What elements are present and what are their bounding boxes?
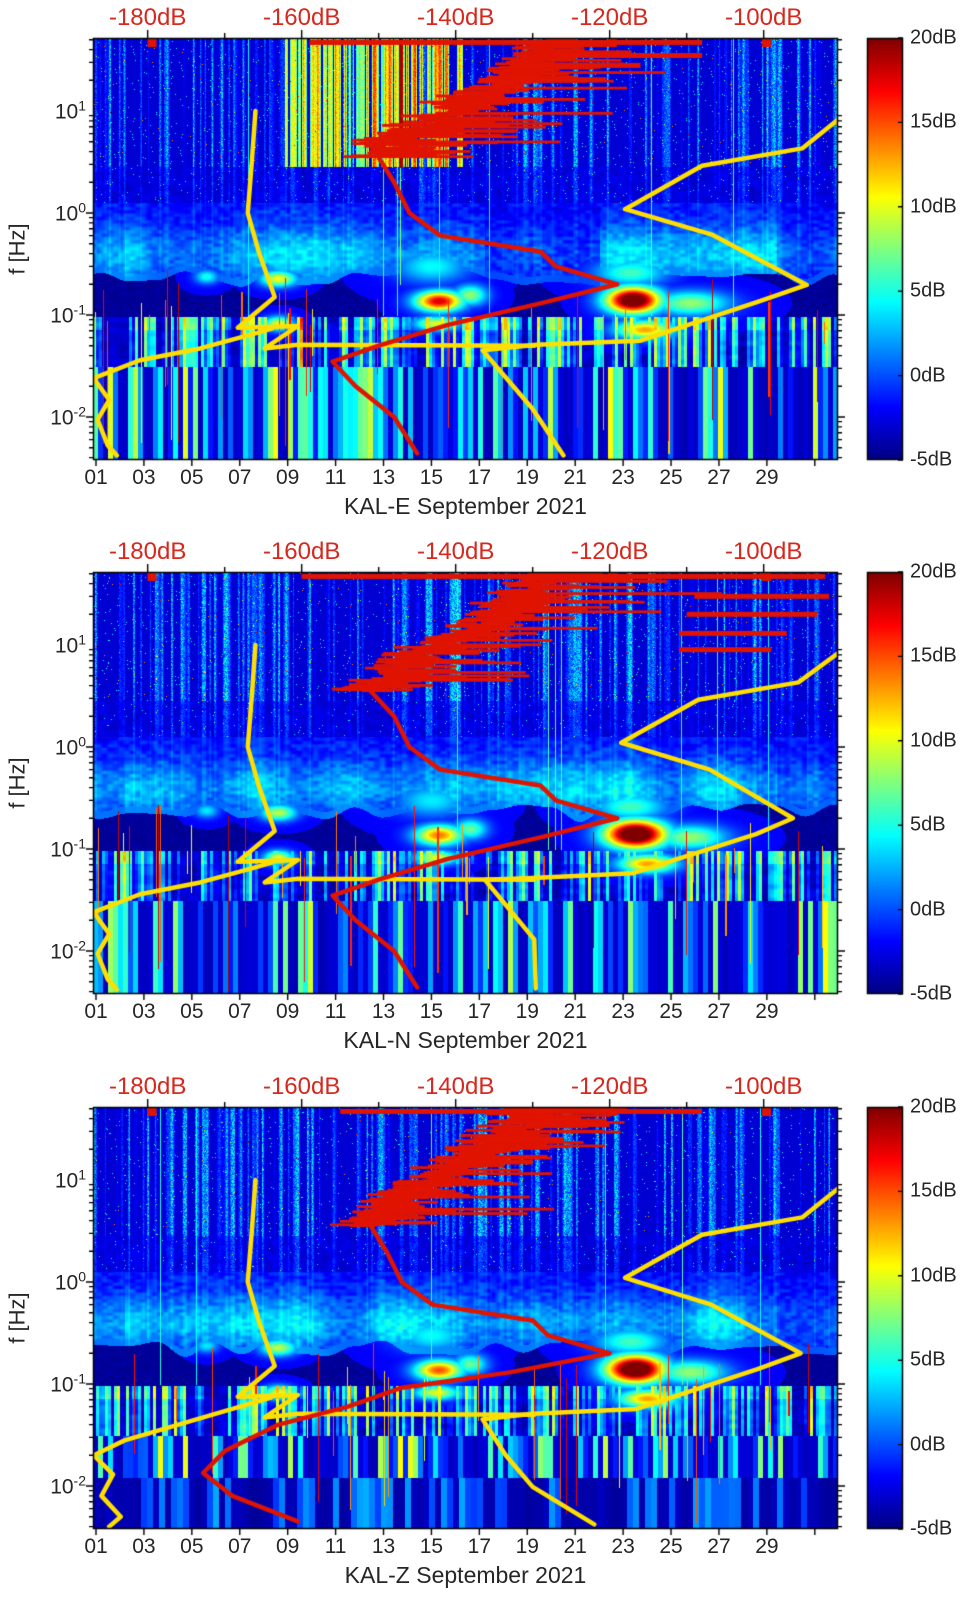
y-axis-label: f [Hz] [4, 757, 30, 809]
x-tick-label: 03 [132, 1535, 156, 1558]
x-tick-label: 17 [467, 1000, 492, 1023]
top-axis-tick-label: -100dB [724, 538, 803, 565]
colorbar-tick-label: -5dB [910, 982, 953, 1005]
y-tick-label: 10-2 [50, 937, 86, 964]
x-tick-label: 01 [84, 1535, 108, 1558]
x-tick-label: 17 [467, 1535, 492, 1558]
x-tick-label: 03 [132, 466, 156, 489]
x-tick-label: 03 [132, 1000, 156, 1023]
y-tick-label: 101 [54, 631, 86, 658]
x-tick-label: 29 [755, 466, 779, 489]
y-tick-label: 10-1 [50, 1370, 86, 1397]
y-tick-label: 10-2 [50, 403, 86, 430]
x-tick-label: 05 [180, 1000, 204, 1023]
x-tick-label: 07 [228, 1535, 252, 1558]
x-tick-label: 17 [467, 466, 492, 489]
top-axis-tick-label: -160dB [262, 538, 341, 565]
x-tick-label: 05 [180, 1535, 204, 1558]
x-tick-label: 05 [180, 466, 204, 489]
panel-title: KAL-E September 2021 [344, 493, 587, 519]
x-tick-label: 09 [275, 466, 300, 489]
x-tick-label: 07 [228, 466, 252, 489]
top-axis-tick-label: -140dB [416, 4, 495, 31]
x-tick-label: 23 [611, 1000, 635, 1023]
x-tick-label: 11 [324, 1535, 347, 1558]
top-axis-tick-label: -120dB [570, 4, 649, 31]
x-tick-label: 29 [755, 1535, 779, 1558]
top-axis-tick-label: -180dB [108, 4, 187, 31]
top-axis-tick-label: -160dB [262, 1073, 341, 1100]
top-axis-tick-label: -180dB [108, 538, 187, 565]
x-tick-label: 25 [659, 1000, 683, 1023]
top-axis-tick-label: -120dB [570, 1073, 649, 1100]
panel-title: KAL-N September 2021 [343, 1027, 588, 1053]
x-tick-label: 27 [707, 1535, 731, 1558]
x-tick-label: 01 [84, 1000, 108, 1023]
colorbar-tick-label: 0dB [910, 1433, 946, 1456]
colorbar-tick-label: 15dB [910, 1179, 957, 1202]
top-axis-tick-label: -140dB [416, 538, 495, 565]
x-tick-label: 01 [84, 466, 108, 489]
colorbar-tick-label: 15dB [910, 110, 957, 133]
x-tick-label: 13 [371, 1535, 396, 1558]
colorbar-tick-label: 0dB [910, 898, 946, 921]
x-tick-label: 23 [611, 466, 635, 489]
x-tick-label: 09 [275, 1000, 300, 1023]
colorbar-tick-label: -5dB [910, 448, 953, 471]
colorbar-tick-label: 5dB [910, 813, 946, 836]
y-tick-label: 100 [54, 1268, 86, 1295]
y-tick-label: 101 [54, 1166, 86, 1193]
x-tick-label: 27 [707, 1000, 731, 1023]
y-tick-label: 10-1 [50, 835, 86, 862]
y-tick-label: 100 [54, 199, 86, 226]
x-tick-label: 13 [371, 466, 396, 489]
top-axis-tick-label: -120dB [570, 538, 649, 565]
top-axis-tick-label: -100dB [724, 4, 803, 31]
colorbar-tick-label: 5dB [910, 1348, 946, 1371]
x-tick-label: 25 [659, 466, 683, 489]
y-axis-label: f [Hz] [4, 1292, 30, 1344]
colorbar-tick-label: -5dB [910, 1517, 953, 1540]
x-tick-label: 15 [419, 466, 444, 489]
y-tick-label: 10-2 [50, 1472, 86, 1499]
x-tick-label: 15 [419, 1535, 444, 1558]
y-axis-label: f [Hz] [4, 223, 30, 275]
x-tick-label: 19 [515, 1535, 539, 1558]
colorbar-tick-label: 20dB [910, 1095, 957, 1118]
y-tick-label: 100 [54, 733, 86, 760]
x-tick-label: 23 [611, 1535, 635, 1558]
x-tick-label: 25 [659, 1535, 683, 1558]
colorbar-tick-label: 5dB [910, 279, 946, 302]
x-tick-label: 21 [563, 1000, 587, 1023]
x-tick-label: 29 [755, 1000, 779, 1023]
x-tick-label: 13 [371, 1000, 396, 1023]
top-axis-tick-label: -180dB [108, 1073, 187, 1100]
x-tick-label: 15 [419, 1000, 444, 1023]
colorbar-tick-label: 10dB [910, 195, 957, 218]
panel-title: KAL-Z September 2021 [344, 1562, 587, 1588]
x-tick-label: 21 [563, 466, 587, 489]
x-tick-label: 07 [228, 1000, 252, 1023]
top-axis-tick-label: -160dB [262, 4, 341, 31]
x-tick-label: 19 [515, 1000, 539, 1023]
colorbar-tick-label: 10dB [910, 729, 957, 752]
top-axis-tick-label: -140dB [416, 1073, 495, 1100]
y-tick-label: 101 [54, 97, 86, 124]
x-tick-label: 11 [324, 466, 347, 489]
x-tick-label: 09 [275, 1535, 300, 1558]
colorbar-tick-label: 20dB [910, 560, 957, 583]
x-tick-label: 11 [324, 1000, 347, 1023]
x-tick-label: 19 [515, 466, 539, 489]
y-tick-label: 10-1 [50, 301, 86, 328]
colorbar-tick-label: 0dB [910, 364, 946, 387]
x-tick-label: 21 [563, 1535, 587, 1558]
colorbar-tick-label: 10dB [910, 1264, 957, 1287]
x-tick-label: 27 [707, 466, 731, 489]
top-axis-tick-label: -100dB [724, 1073, 803, 1100]
colorbar-tick-label: 20dB [910, 26, 957, 49]
colorbar-tick-label: 15dB [910, 644, 957, 667]
